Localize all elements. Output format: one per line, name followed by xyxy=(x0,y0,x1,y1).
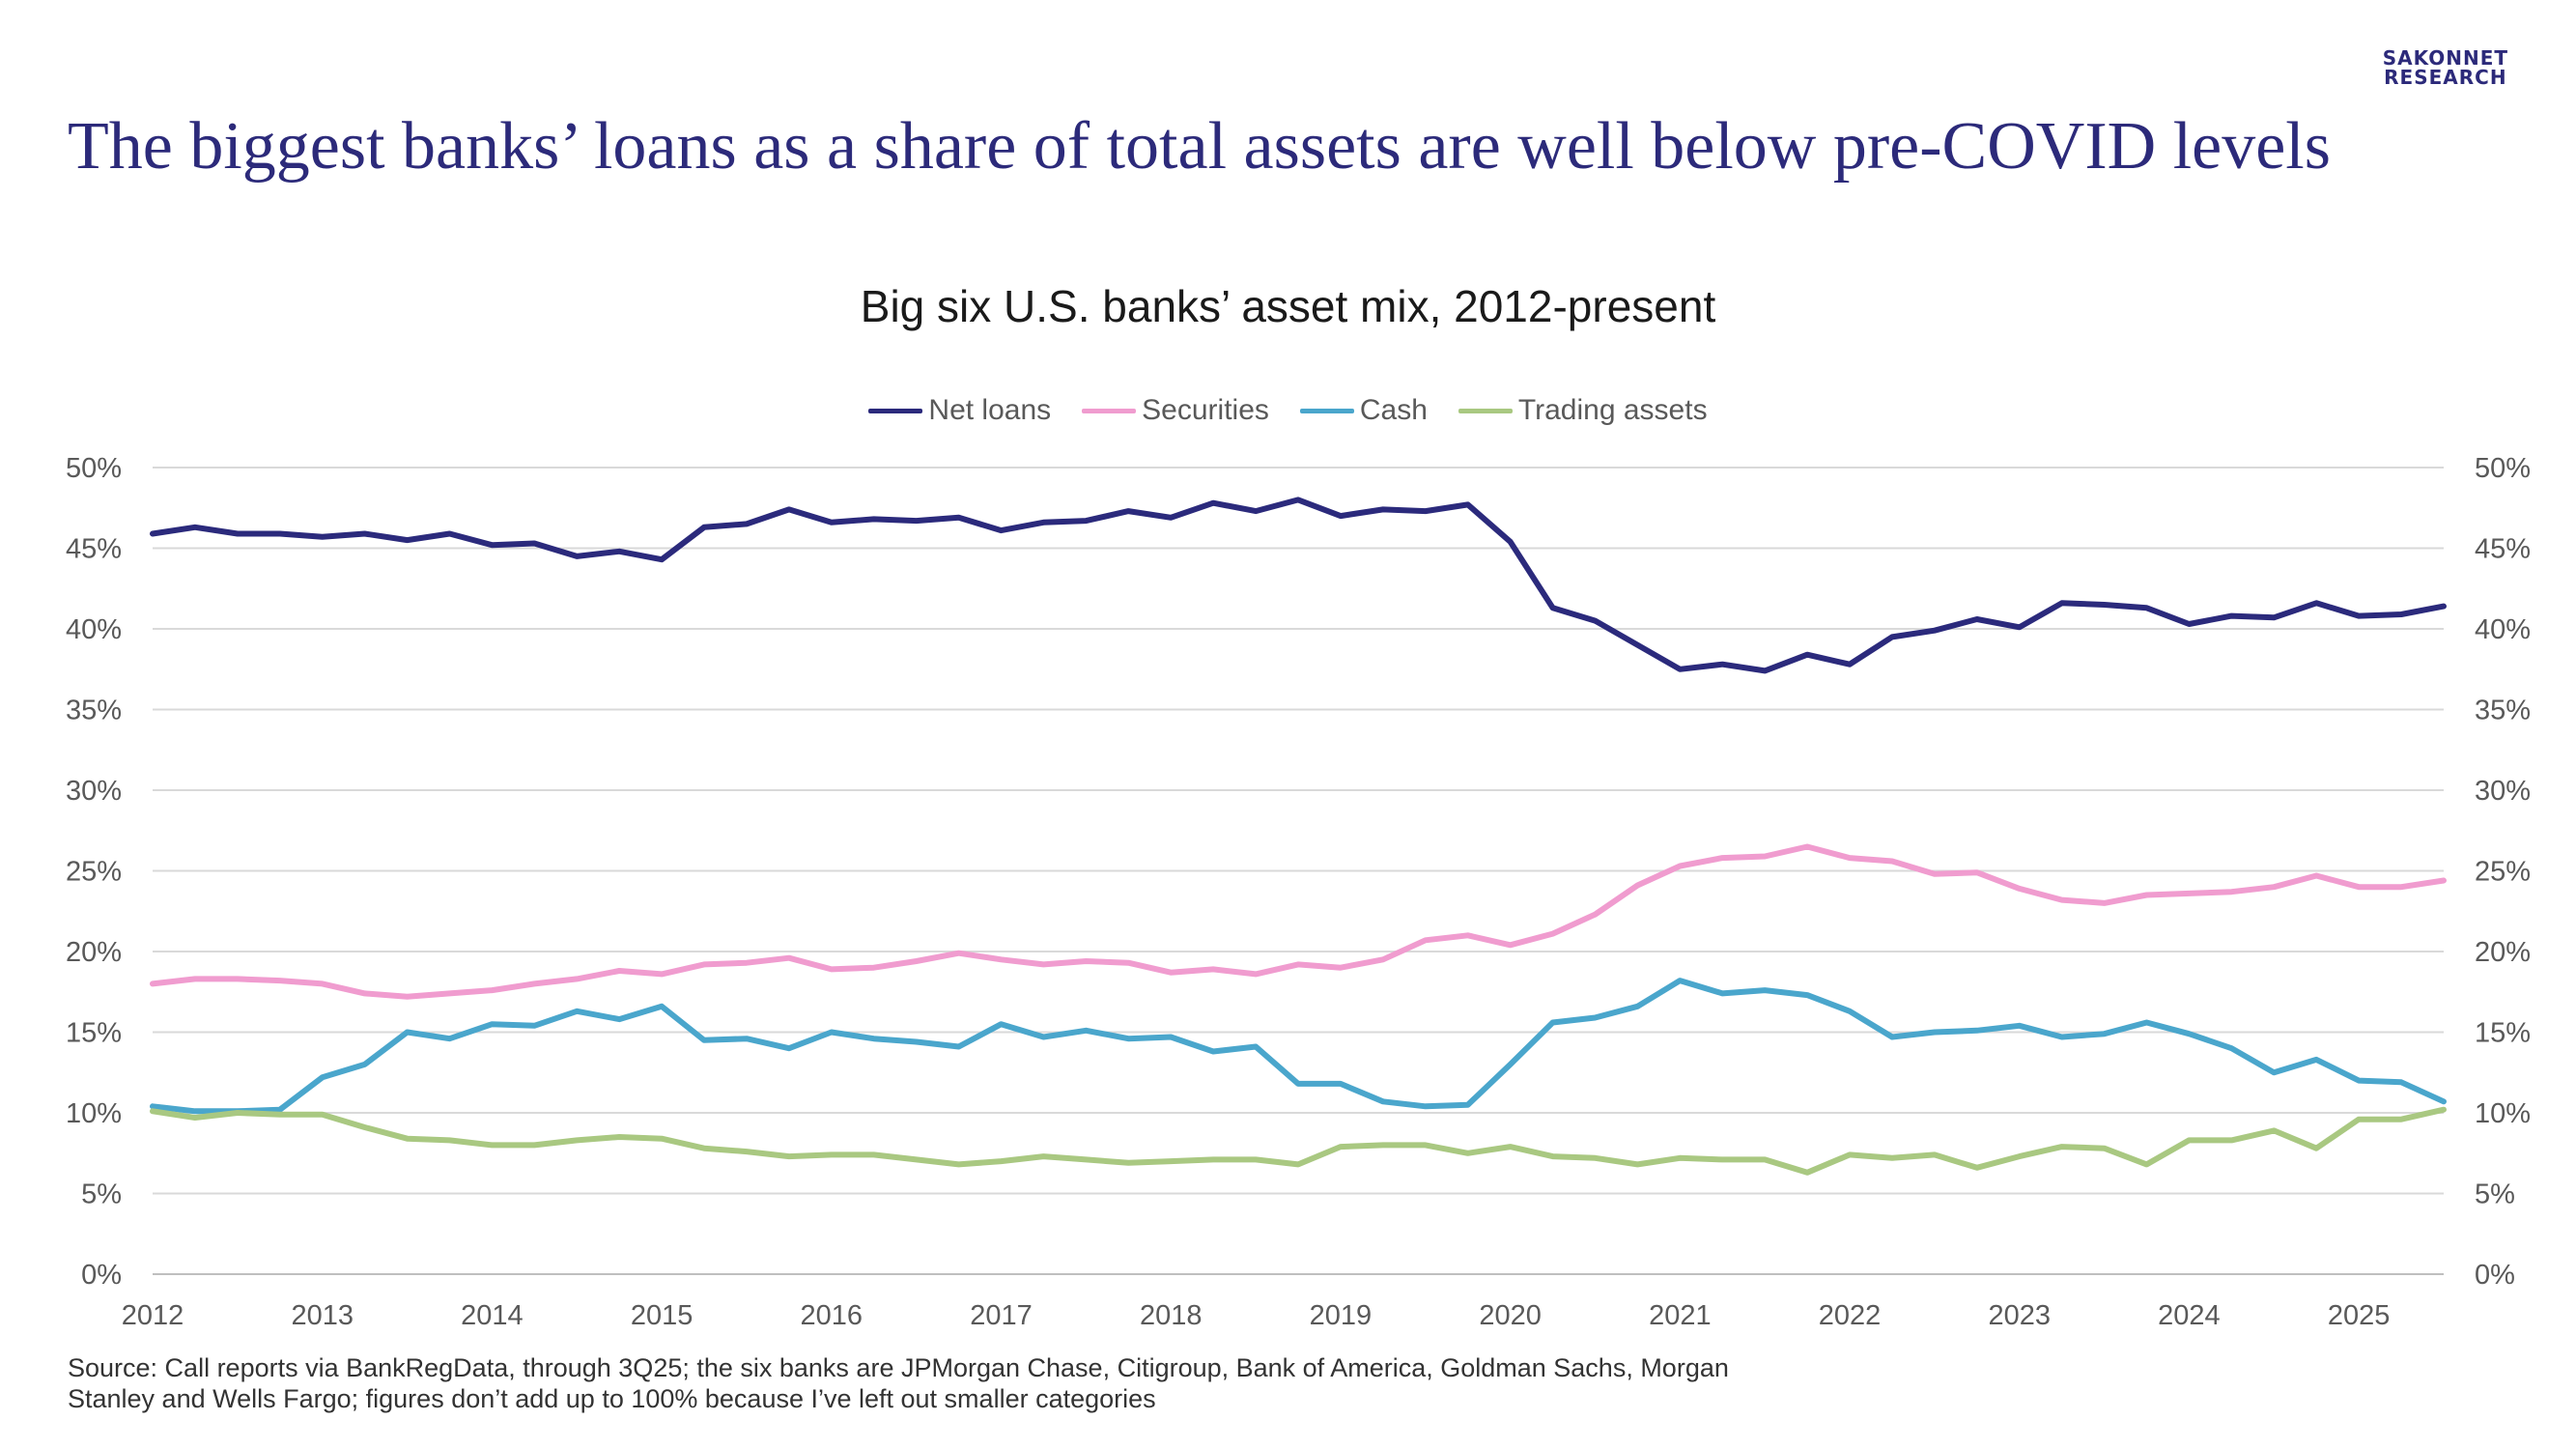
y-tick-label-right: 5% xyxy=(2475,1179,2515,1210)
legend-swatch xyxy=(1082,408,1137,413)
y-tick-label-left: 20% xyxy=(66,937,122,968)
x-tick-label: 2025 xyxy=(2328,1300,2391,1331)
x-tick-label: 2014 xyxy=(461,1300,524,1331)
legend-item: Trading assets xyxy=(1458,394,1708,427)
x-tick-label: 2023 xyxy=(1988,1300,2051,1331)
legend-item: Cash xyxy=(1299,394,1428,427)
y-tick-label-right: 10% xyxy=(2475,1098,2531,1129)
legend-swatch xyxy=(1458,408,1513,413)
x-tick-label: 2024 xyxy=(2158,1300,2221,1331)
legend-label: Cash xyxy=(1359,394,1428,426)
chart-title: Big six U.S. banks’ asset mix, 2012-pres… xyxy=(860,281,1716,331)
y-tick-label-left: 45% xyxy=(66,534,122,565)
y-tick-label-left: 5% xyxy=(81,1179,122,1210)
legend-item: Net loans xyxy=(868,394,1051,427)
y-tick-label-right: 30% xyxy=(2475,776,2531,807)
headline: The biggest banks’ loans as a share of t… xyxy=(68,109,2331,184)
y-tick-label-right: 25% xyxy=(2475,857,2531,888)
y-tick-label-right: 35% xyxy=(2475,696,2531,726)
series-line-securities xyxy=(150,843,2447,1000)
legend-swatch xyxy=(868,408,923,413)
y-tick-label-left: 50% xyxy=(66,453,122,484)
legend-label: Securities xyxy=(1142,394,1269,426)
series-line-cash xyxy=(150,978,2447,1115)
series-line-net-loans xyxy=(150,497,2447,674)
x-tick-label: 2016 xyxy=(801,1300,863,1331)
y-tick-label-left: 35% xyxy=(66,696,122,726)
logo-line-1: SAKONNET xyxy=(2382,46,2508,70)
x-tick-label: 2013 xyxy=(291,1300,354,1331)
y-tick-label-right: 45% xyxy=(2475,534,2531,565)
y-tick-label-left: 10% xyxy=(66,1098,122,1129)
legend-label: Net loans xyxy=(928,394,1052,426)
x-tick-label: 2021 xyxy=(1649,1300,1712,1331)
chart-plot: 0% 0% 5% 5% 10% 10% 15% 15% 20% 20% 25% 25% 30% 30% 35… xyxy=(66,453,2531,1331)
y-tick-label-right: 15% xyxy=(2475,1018,2531,1049)
x-tick-label: 2022 xyxy=(1819,1300,1882,1331)
logo: SAKONNET RESEARCH xyxy=(2383,48,2508,87)
legend-label: Trading assets xyxy=(1517,394,1708,426)
x-tick-label: 2012 xyxy=(122,1300,184,1331)
y-tick-label-left: 30% xyxy=(66,776,122,807)
series-line-trading-assets xyxy=(150,1106,2447,1176)
legend: Net loans Securities Cash Trading assets xyxy=(0,394,2576,427)
y-tick-label-left: 40% xyxy=(66,614,122,645)
logo-line-2: RESEARCH xyxy=(2384,66,2507,89)
x-tick-label: 2018 xyxy=(1140,1300,1203,1331)
y-tick-label-left: 15% xyxy=(66,1018,122,1049)
x-tick-label: 2015 xyxy=(631,1300,694,1331)
x-tick-label: 2017 xyxy=(970,1300,1033,1331)
x-tick-label: 2019 xyxy=(1310,1300,1373,1331)
y-tick-label-right: 0% xyxy=(2475,1260,2515,1291)
y-tick-label-left: 25% xyxy=(66,857,122,888)
x-tick-label: 2020 xyxy=(1479,1300,1542,1331)
legend-swatch xyxy=(1299,408,1354,413)
y-tick-label-right: 40% xyxy=(2475,614,2531,645)
y-tick-label-right: 20% xyxy=(2475,937,2531,968)
source-note: Source: Call reports via BankRegData, th… xyxy=(68,1353,1729,1413)
legend-item: Securities xyxy=(1082,394,1269,427)
y-tick-label-left: 0% xyxy=(81,1260,122,1291)
y-tick-label-right: 50% xyxy=(2475,453,2531,484)
